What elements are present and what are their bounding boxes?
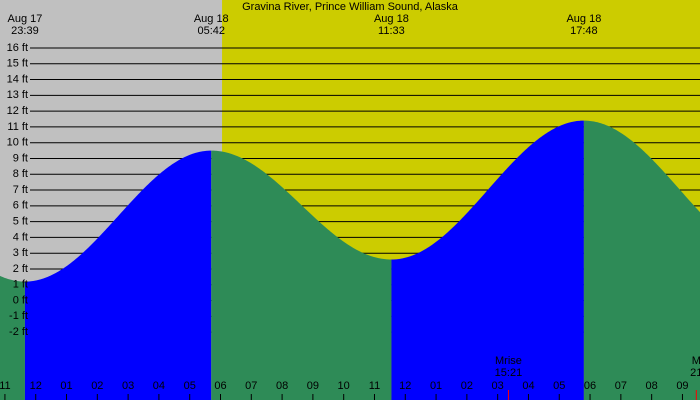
y-tick-label: 15 ft	[7, 58, 28, 70]
tide-time: 23:39	[11, 25, 39, 37]
tide-time: 11:33	[378, 25, 405, 37]
y-tick-label: 13 ft	[7, 89, 28, 101]
y-tick-label: 16 ft	[7, 42, 28, 54]
moon-label: Mrise	[495, 355, 522, 367]
tide-date: Aug 18	[374, 13, 409, 25]
y-tick-label: 1 ft	[13, 279, 28, 291]
falling-tide	[583, 120, 700, 400]
x-tick-label: 07	[615, 380, 627, 392]
y-tick-label: 14 ft	[7, 73, 28, 85]
x-tick-label: 03	[122, 380, 134, 392]
x-tick-label: 08	[276, 380, 288, 392]
y-tick-label: 12 ft	[7, 105, 28, 117]
y-tick-label: 6 ft	[13, 200, 28, 212]
y-tick-label: 4 ft	[13, 231, 28, 243]
x-tick-label: 12	[30, 380, 42, 392]
y-tick-label: 7 ft	[13, 184, 28, 196]
y-tick-label: 8 ft	[13, 168, 28, 180]
y-tick-label: -2 ft	[9, 326, 28, 338]
moon-time: 15:21	[495, 367, 523, 379]
y-tick-label: 2 ft	[13, 263, 28, 275]
y-tick-label: -1 ft	[9, 310, 28, 322]
x-tick-label: 09	[307, 380, 319, 392]
x-tick-label: 01	[60, 380, 72, 392]
x-tick-label: 01	[430, 380, 442, 392]
falling-tide	[211, 150, 392, 400]
x-tick-label: 10	[338, 380, 350, 392]
x-tick-label: 11	[369, 380, 380, 392]
x-tick-label: 05	[553, 380, 565, 392]
y-tick-label: 3 ft	[13, 247, 28, 259]
tide-date: Aug 17	[8, 13, 43, 25]
x-tick-label: 09	[676, 380, 688, 392]
y-tick-label: 0 ft	[13, 294, 28, 306]
x-tick-label: 04	[153, 380, 165, 392]
rising-tide	[24, 150, 212, 400]
falling-tide	[0, 275, 25, 400]
rising-tide	[391, 120, 584, 400]
chart-title: Gravina River, Prince William Sound, Ala…	[242, 1, 459, 13]
y-tick-label: 10 ft	[7, 137, 28, 149]
tide-time: 05:42	[197, 25, 225, 37]
moon-time: 21	[690, 367, 700, 379]
tide-date: Aug 18	[566, 13, 601, 25]
x-tick-label: 07	[245, 380, 257, 392]
x-tick-label: 11	[0, 380, 11, 392]
y-tick-label: 5 ft	[13, 216, 28, 228]
x-tick-label: 08	[646, 380, 658, 392]
x-tick-label: 02	[91, 380, 103, 392]
x-tick-label: 02	[461, 380, 473, 392]
x-tick-label: 04	[522, 380, 534, 392]
tide-time: 17:48	[570, 25, 598, 37]
y-tick-label: 9 ft	[13, 152, 28, 164]
y-tick-label: 11 ft	[7, 121, 28, 133]
x-tick-label: 06	[214, 380, 226, 392]
moon-label: M	[692, 355, 700, 367]
tide-date: Aug 18	[194, 13, 229, 25]
x-tick-label: 05	[184, 380, 196, 392]
x-tick-label: 03	[492, 380, 504, 392]
x-tick-label: 06	[584, 380, 596, 392]
x-tick-label: 12	[399, 380, 411, 392]
